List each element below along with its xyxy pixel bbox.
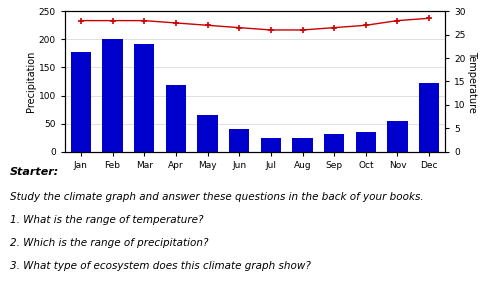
Y-axis label: Precipitation: Precipitation bbox=[26, 51, 36, 112]
Text: Study the climate graph and answer these questions in the back of your books.: Study the climate graph and answer these… bbox=[10, 192, 424, 202]
Bar bbox=[166, 85, 186, 152]
Bar bbox=[102, 39, 123, 152]
Text: Starter:: Starter: bbox=[10, 167, 59, 177]
Text: 1. What is the range of temperature?: 1. What is the range of temperature? bbox=[10, 215, 203, 225]
Bar bbox=[324, 134, 344, 152]
Y-axis label: Temperature: Temperature bbox=[466, 51, 476, 112]
Bar bbox=[134, 44, 154, 152]
Bar bbox=[419, 83, 440, 152]
Bar bbox=[292, 138, 313, 152]
Bar bbox=[260, 138, 281, 152]
Bar bbox=[356, 132, 376, 152]
Bar bbox=[229, 129, 250, 152]
Bar bbox=[197, 115, 218, 152]
Bar bbox=[70, 52, 91, 152]
Text: 3. What type of ecosystem does this climate graph show?: 3. What type of ecosystem does this clim… bbox=[10, 260, 311, 271]
Bar bbox=[387, 121, 408, 152]
Text: 2. Which is the range of precipitation?: 2. Which is the range of precipitation? bbox=[10, 238, 208, 248]
